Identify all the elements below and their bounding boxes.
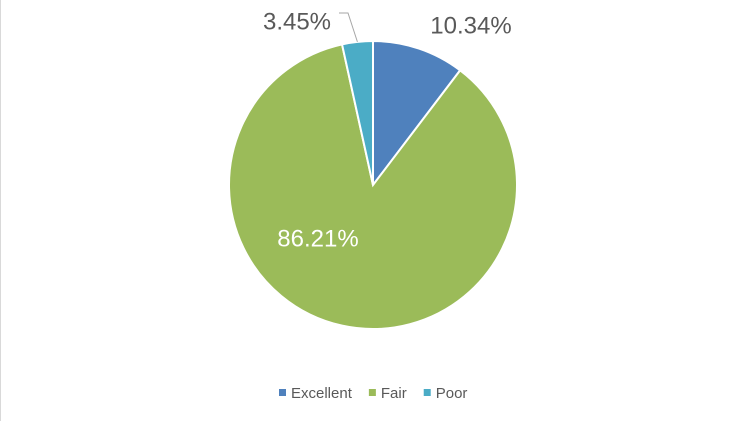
legend-label: Excellent [291, 385, 353, 402]
pie-slice [228, 43, 518, 330]
legend-swatch [279, 389, 286, 396]
pie-slice [372, 39, 462, 188]
data-label: 86.21% [277, 225, 358, 252]
legend-label: Poor [436, 385, 468, 402]
legend-swatch [368, 389, 376, 396]
data-label: 3.45% [263, 8, 331, 35]
legend-label: Fair [381, 385, 407, 402]
leader-line [339, 12, 358, 43]
legend-swatch [423, 389, 431, 396]
data-label: 10.34% [430, 12, 511, 39]
